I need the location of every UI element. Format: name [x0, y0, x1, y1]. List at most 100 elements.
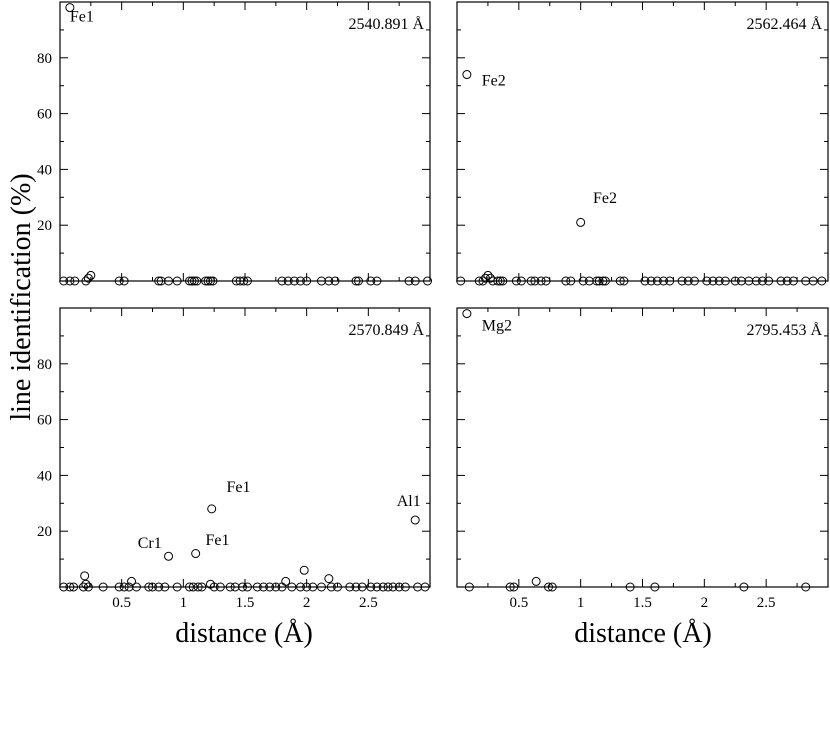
point-annotation: Fe1 — [70, 9, 94, 26]
data-point — [172, 276, 182, 286]
data-point — [188, 582, 198, 592]
data-point — [509, 582, 519, 592]
data-point — [720, 276, 730, 286]
x-tick-label: 1 — [577, 595, 585, 611]
data-point — [511, 276, 521, 286]
plot-frame — [59, 307, 431, 588]
data-point — [498, 276, 508, 286]
wavelength-label: 2540.891 Å — [348, 15, 424, 33]
data-point — [388, 582, 398, 592]
wavelength-label: 2570.849 Å — [348, 321, 424, 339]
data-point — [144, 582, 154, 592]
data-point — [526, 276, 536, 286]
point-annotation: Fe1 — [227, 479, 251, 496]
x-axis-title-left: distance (Å) — [175, 618, 313, 649]
data-point — [640, 276, 650, 286]
data-point — [235, 276, 245, 286]
wavelength-label: 2795.453 Å — [746, 321, 822, 339]
data-point — [619, 276, 629, 286]
data-point — [378, 582, 388, 592]
data-point — [209, 582, 219, 592]
data-point — [578, 276, 588, 286]
data-point — [592, 276, 602, 286]
panel-top-left: 20 40 60 80 2540.891 Å Fe1 — [37, 1, 433, 286]
data-point — [351, 276, 361, 286]
data-point — [187, 276, 197, 286]
data-point — [119, 582, 129, 592]
data-point — [474, 276, 484, 286]
data-point — [277, 582, 287, 592]
data-point — [646, 276, 656, 286]
data-point — [404, 276, 414, 286]
data-point — [127, 576, 137, 586]
data-point — [714, 276, 724, 286]
data-point — [252, 582, 262, 592]
data-point — [730, 276, 740, 286]
plot-frame — [456, 1, 829, 282]
data-point — [265, 582, 275, 592]
panel-bottom-right: 0.5 1 1.5 2 2.5 2795.453 Å Mg2 — [456, 307, 829, 611]
data-point — [296, 582, 305, 592]
data-point — [683, 276, 693, 286]
data-point — [566, 276, 576, 286]
data-point — [788, 276, 798, 286]
data-point — [353, 276, 363, 286]
data-point — [776, 276, 786, 286]
data-point — [659, 276, 669, 286]
x-tick-label: 2.5 — [757, 595, 776, 611]
data-point — [665, 276, 675, 286]
data-point — [708, 276, 718, 286]
data-point — [531, 576, 541, 586]
data-point — [547, 582, 557, 592]
data-point — [287, 582, 297, 592]
data-point — [81, 276, 91, 286]
data-point — [86, 270, 96, 280]
data-point — [131, 582, 141, 592]
data-point — [462, 70, 472, 80]
data-point — [764, 276, 774, 286]
x-axis-title-right: distance (Å) — [574, 618, 712, 649]
data-point — [164, 551, 174, 561]
data-point — [65, 276, 75, 286]
data-point — [302, 582, 312, 592]
data-point — [420, 582, 430, 592]
data-point — [299, 565, 309, 575]
data-point — [817, 276, 827, 286]
data-point — [83, 582, 93, 592]
data-point — [271, 582, 281, 592]
data-point — [277, 276, 287, 286]
data-point — [410, 276, 420, 286]
data-point — [423, 276, 433, 286]
x-tick-label: 2.5 — [359, 595, 378, 611]
data-point — [70, 276, 80, 286]
point-annotation: Cr1 — [138, 535, 162, 552]
y-tick-label: 80 — [37, 51, 52, 67]
data-point — [413, 582, 423, 592]
x-tick-label: 1.5 — [633, 595, 652, 611]
x-tick-label: 0.5 — [112, 595, 131, 611]
data-point — [561, 276, 571, 286]
data-point — [400, 582, 410, 592]
data-point — [598, 276, 608, 286]
data-point — [98, 582, 108, 592]
data-point — [495, 276, 505, 286]
data-point — [154, 582, 164, 592]
data-point — [366, 276, 376, 286]
y-tick-label: 60 — [37, 107, 52, 123]
data-point — [225, 582, 235, 592]
data-point — [456, 276, 466, 286]
data-point — [505, 582, 515, 592]
data-point — [164, 276, 174, 286]
data-point — [677, 276, 687, 286]
data-point — [316, 276, 326, 286]
data-point — [160, 582, 170, 592]
data-point — [782, 276, 792, 286]
data-point — [238, 582, 248, 592]
data-point — [242, 276, 252, 286]
data-point — [124, 582, 134, 592]
data-point — [536, 276, 546, 286]
data-point — [201, 276, 211, 286]
data-point — [410, 515, 420, 525]
data-point — [751, 276, 761, 286]
data-point — [326, 582, 336, 592]
